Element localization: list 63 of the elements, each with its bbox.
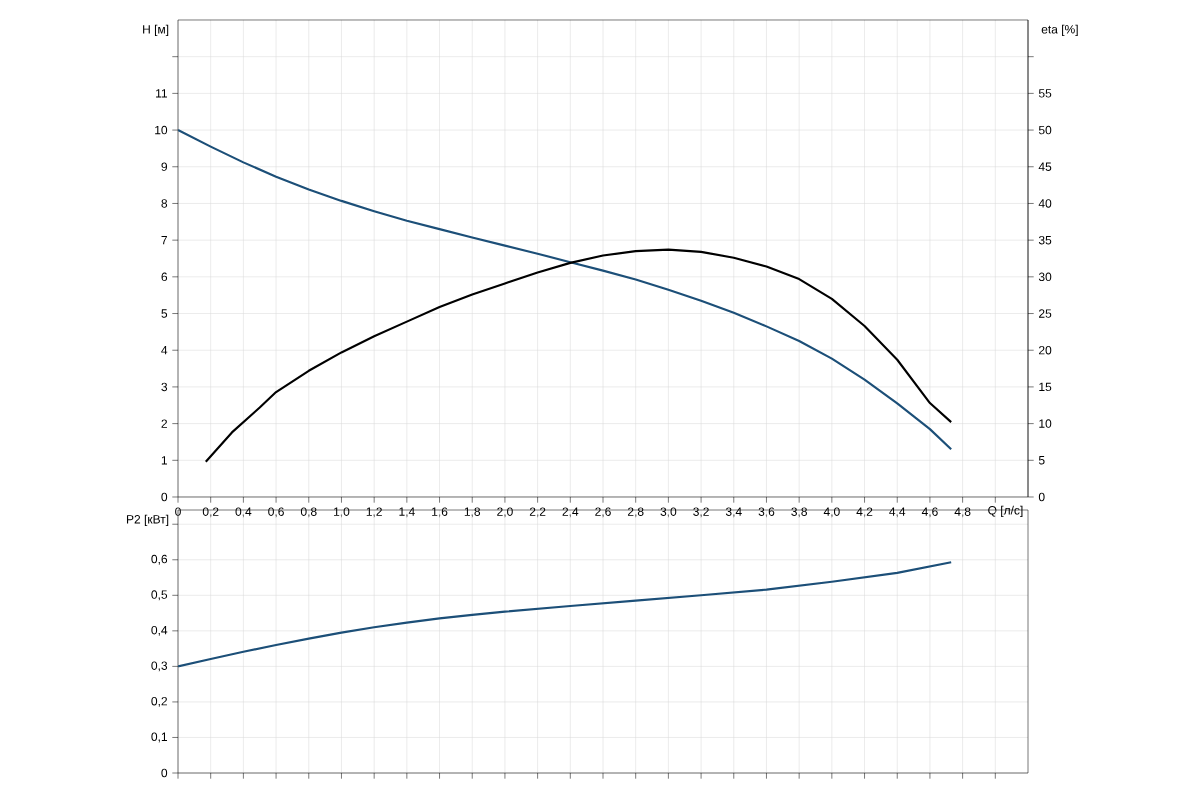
y-tick-label: 0,5 [151, 590, 168, 601]
y2-tick-label: 40 [1038, 199, 1052, 208]
y-tick-label: 0,2 [151, 696, 167, 707]
y-tick-label: 0,6 [151, 554, 168, 565]
y-tick-label: 4 [161, 346, 168, 355]
x-tick-label: 3,8 [791, 507, 807, 518]
y-tick-label: 8 [161, 199, 168, 208]
line-series [204, 248, 953, 463]
y2-tick-label: 30 [1038, 272, 1052, 282]
x-tick-label: 3,4 [725, 507, 742, 518]
y-tick-label: 2 [161, 419, 167, 428]
line-series [178, 129, 953, 451]
y2-tick-label: 10 [1039, 419, 1052, 428]
x-tick-label: 3,2 [693, 507, 709, 518]
y-axis-title: H [м] [143, 24, 169, 36]
x-tick-label: 1,6 [432, 507, 448, 518]
y-tick-label: 9 [161, 162, 168, 172]
x-tick-label: 0,6 [268, 507, 284, 518]
y-tick-label: 0 [161, 768, 168, 778]
x-tick-label: 2,0 [497, 507, 513, 518]
x-tick-label: 4,6 [921, 507, 938, 518]
line-series [178, 561, 953, 668]
x-tick-label: 2,6 [595, 507, 611, 518]
x-tick-label: 2,4 [562, 507, 579, 518]
x-tick-label: 4,0 [823, 507, 840, 518]
y-tick-label: 6 [161, 272, 168, 282]
y2-tick-label: 20 [1039, 345, 1052, 355]
y2-tick-label: 45 [1038, 162, 1052, 171]
y-tick-label: 0,4 [151, 625, 168, 636]
x-axis-title: Q [л/с] [988, 505, 1023, 517]
x-tick-label: 0 [175, 507, 181, 516]
y2-axis-title: eta [%] [1041, 24, 1078, 36]
x-tick-label: 4,8 [954, 507, 971, 518]
x-tick-label: 3,0 [660, 507, 677, 518]
y2-tick-label: 5 [1038, 456, 1045, 465]
y-tick-label: 11 [156, 89, 168, 98]
y2-tick-label: 15 [1039, 382, 1052, 392]
x-tick-label: 0,8 [300, 507, 317, 518]
y-tick-label: 3 [161, 382, 168, 392]
x-tick-label: 2,8 [627, 507, 644, 518]
y2-tick-label: 55 [1038, 89, 1052, 98]
y2-tick-label: 35 [1038, 235, 1052, 245]
y-tick-label: 7 [161, 236, 167, 245]
x-tick-label: 1,4 [399, 507, 415, 518]
y-tick-label: 0,1 [151, 732, 168, 743]
y-tick-label: 0 [161, 492, 168, 502]
x-tick-label: 4,4 [889, 507, 906, 518]
x-tick-label: 0,2 [202, 507, 219, 518]
y-tick-label: 0,3 [151, 661, 168, 672]
x-tick-label: 1,2 [366, 507, 382, 518]
y2-tick-label: 0 [1038, 492, 1045, 502]
y2-tick-label: 25 [1039, 309, 1052, 318]
y-tick-label: 5 [161, 309, 168, 318]
y2-tick-label: 50 [1038, 125, 1052, 135]
y-tick-label: 10 [155, 125, 168, 135]
x-tick-label: 1,0 [334, 507, 350, 518]
x-tick-label: 4,2 [856, 507, 873, 518]
x-tick-label: 0,4 [235, 507, 252, 518]
x-tick-label: 3,6 [758, 507, 775, 518]
x-tick-label: 2,2 [529, 507, 546, 518]
y-tick-label: 1 [161, 456, 168, 465]
x-tick-label: 1,8 [464, 507, 481, 518]
y-axis-title: P2 [кВт] [126, 514, 169, 526]
